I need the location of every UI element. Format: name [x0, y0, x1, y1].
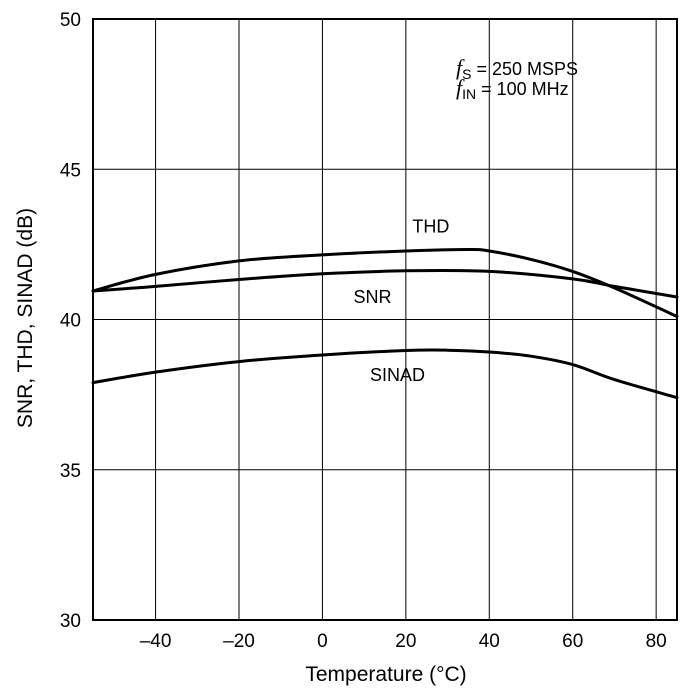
annotation-fs-subscript: S: [462, 66, 471, 82]
x-tick-label: 40: [479, 631, 500, 652]
annotation-fs-value: = 250 MSPS: [471, 59, 578, 79]
x-tick-labels: –40 –20 0 20 40 60 80: [140, 631, 667, 652]
x-axis-title: Temperature (°C): [305, 663, 466, 686]
series-line-sinad: [91, 348, 679, 400]
x-tick-label: 0: [317, 631, 328, 652]
y-tick-label: 50: [60, 10, 81, 31]
annotation-fin-subscript: IN: [462, 86, 476, 102]
y-tick-label: 35: [60, 461, 81, 482]
y-tick-label: 40: [60, 311, 81, 332]
plot-frame: [92, 18, 678, 621]
annotation-fin-symbol: f: [456, 75, 465, 100]
x-tick-label: 80: [646, 631, 667, 652]
series-label-snr: SNR: [353, 287, 391, 307]
series-line-snr: [91, 268, 679, 299]
x-tick-label: –20: [223, 631, 255, 652]
series-labels: THD SNR SINAD: [353, 216, 449, 385]
series-lines: [91, 247, 679, 400]
annotation-fs: fS = 250 MSPS: [456, 55, 578, 82]
y-tick-label: 45: [60, 160, 81, 181]
x-tick-label: –40: [140, 631, 172, 652]
x-tick-label: 60: [562, 631, 583, 652]
series-label-sinad: SINAD: [370, 365, 425, 385]
annotation-fin: fIN = 100 MHz: [456, 75, 569, 102]
annotation-fin-value: = 100 MHz: [476, 79, 569, 99]
x-tick-label: 20: [395, 631, 416, 652]
series-label-thd: THD: [412, 216, 449, 236]
y-tick-labels: 30 35 40 45 50: [60, 10, 81, 632]
series-line-thd: [91, 247, 679, 318]
y-tick-label: 30: [60, 611, 81, 632]
annotation-fs-symbol: f: [456, 55, 465, 80]
y-axis-title: SNR, THD, SINAD (dB): [14, 208, 37, 428]
